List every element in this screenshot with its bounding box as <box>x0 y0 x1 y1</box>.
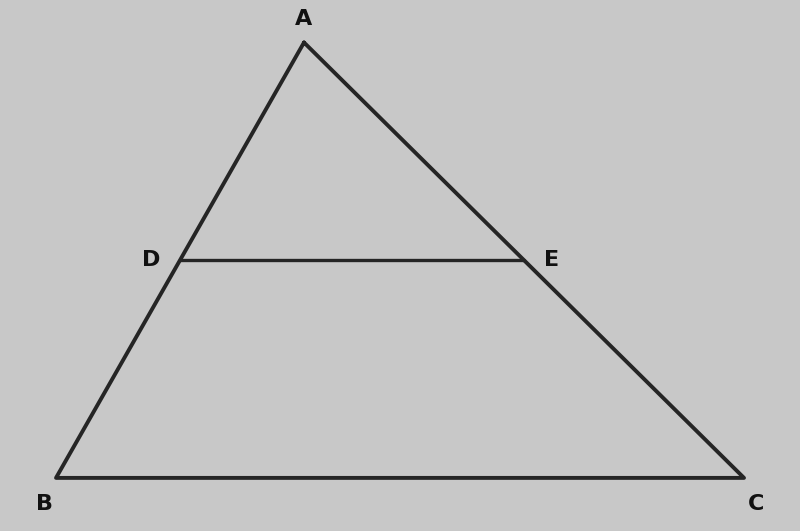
Text: D: D <box>142 250 160 270</box>
Text: E: E <box>544 250 559 270</box>
Text: A: A <box>295 9 313 29</box>
Text: C: C <box>748 494 764 514</box>
Text: B: B <box>35 494 53 514</box>
